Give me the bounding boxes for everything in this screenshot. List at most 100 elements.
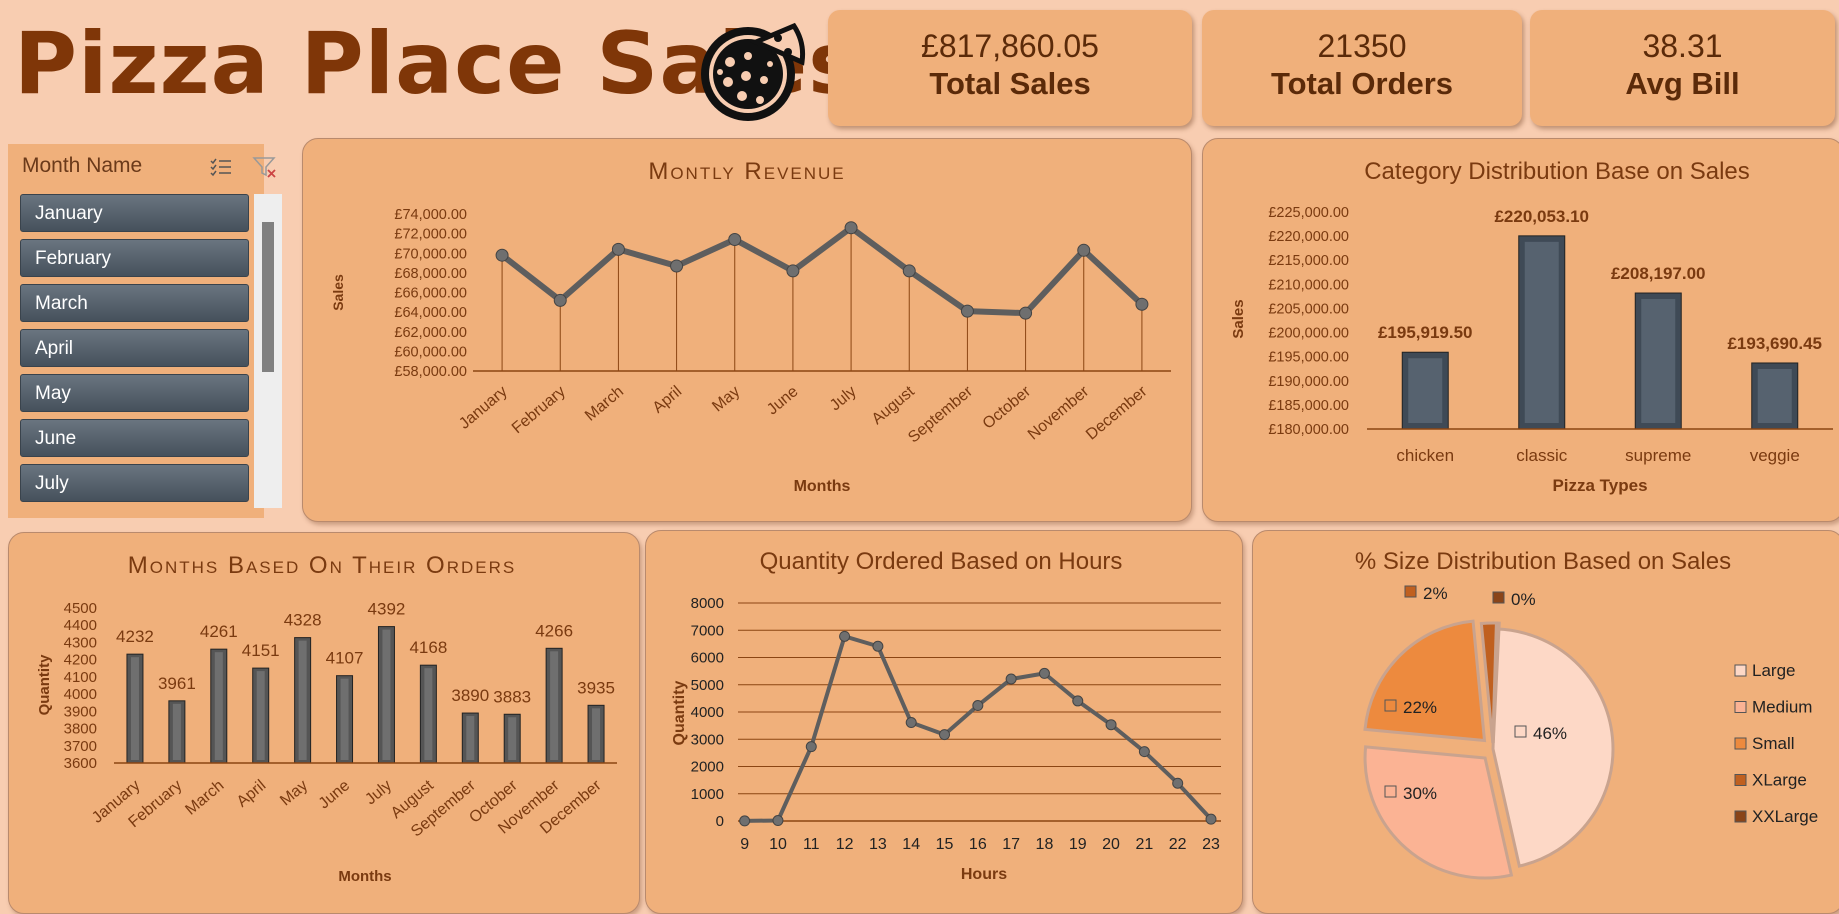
x-tick-label: 20	[1102, 836, 1120, 853]
bar-highlight	[382, 629, 391, 760]
x-tick-label: May	[709, 383, 743, 415]
bar-highlight	[340, 678, 349, 760]
data-label: 22%	[1403, 698, 1437, 717]
x-tick-label: 23	[1202, 836, 1220, 853]
data-label: 4151	[242, 641, 280, 660]
x-tick-label: June	[316, 777, 354, 812]
y-tick-label: 6000	[691, 650, 724, 667]
multi-select-icon[interactable]	[208, 154, 234, 180]
x-axis-label: Hours	[961, 866, 1007, 883]
clear-filter-icon[interactable]	[252, 154, 278, 180]
bar-highlight	[298, 640, 307, 760]
x-tick-label: 19	[1069, 836, 1087, 853]
y-tick-label: 2000	[691, 759, 724, 776]
y-tick-label: 3000	[691, 731, 724, 748]
data-point	[1138, 746, 1150, 758]
y-tick-label: 4300	[64, 634, 97, 651]
monthly-revenue-panel: Montly Revenue £58,000.00 £60,000.00 £62,00…	[302, 138, 1192, 522]
y-tick-label: 3800	[64, 721, 97, 738]
y-tick-label: £205,000.00	[1268, 301, 1349, 317]
bar-highlight	[214, 652, 223, 760]
data-label-key	[1404, 585, 1417, 598]
y-tick-label: £225,000.00	[1268, 205, 1349, 221]
data-point	[1172, 777, 1184, 789]
x-tick-label: 15	[936, 836, 954, 853]
x-tick-label: April	[650, 383, 685, 417]
y-tick-label: 4000	[691, 704, 724, 721]
pizza-icon	[701, 22, 805, 121]
data-point	[902, 264, 916, 278]
data-point	[1077, 243, 1091, 257]
data-point	[872, 640, 884, 652]
y-tick-label: £220,000.00	[1268, 229, 1349, 245]
legend-swatch	[1734, 774, 1747, 786]
slicer-item-april[interactable]: April	[20, 329, 249, 367]
x-tick-label: November	[1025, 383, 1093, 444]
kpi-total-orders: 21350 Total Orders	[1202, 10, 1522, 126]
kpi-label: Total Orders	[1270, 66, 1454, 101]
x-tick-label: March	[582, 383, 627, 425]
x-tick-label: March	[182, 777, 227, 819]
slicer-scrollbar[interactable]	[254, 194, 282, 508]
data-point	[495, 248, 509, 262]
slicer-item-january[interactable]: January	[20, 194, 249, 232]
series-line	[744, 634, 1213, 823]
bar-highlight	[1641, 299, 1676, 423]
x-tick-label: chicken	[1396, 446, 1454, 465]
y-tick-label: 4400	[64, 617, 97, 634]
hourly-quantity-panel: Quantity Ordered Based on Hours 0 1000 2000…	[645, 530, 1243, 914]
data-point	[844, 221, 858, 235]
y-tick-label: £190,000.00	[1268, 374, 1349, 390]
size-distribution-panel: % Size Distribution Based on Sales 46% 30%…	[1252, 530, 1839, 914]
data-point	[1072, 695, 1084, 707]
x-tick-label: 11	[803, 836, 820, 853]
legend-swatch	[1734, 737, 1747, 750]
monthly-revenue-chart: Montly Revenue £58,000.00 £60,000.00 £62,00…	[330, 158, 1171, 495]
month-slicer: Month Name January February March April …	[8, 144, 282, 518]
x-tick-label: August	[869, 383, 919, 428]
data-label: 4261	[200, 622, 238, 641]
data-point	[670, 259, 684, 273]
kpi-total-sales: £817,860.05 Total Sales	[828, 10, 1192, 126]
data-label-key	[1384, 785, 1397, 798]
y-axis-label: Quantity	[671, 680, 688, 745]
x-tick-label: February	[509, 383, 569, 437]
data-label: 3890	[451, 686, 489, 705]
data-point	[1019, 306, 1033, 320]
x-tick-label: 10	[769, 836, 787, 853]
y-tick-label: £60,000.00	[394, 344, 467, 360]
chart-title: Montly Revenue	[648, 158, 845, 185]
bar-highlight	[424, 668, 433, 760]
y-tick-label: 7000	[691, 622, 724, 639]
chart-title: Category Distribution Base on Sales	[1364, 158, 1750, 185]
x-tick-label: July	[362, 777, 395, 808]
scrollbar-thumb[interactable]	[262, 222, 274, 372]
legend-label: XXLarge	[1752, 807, 1818, 826]
x-tick-label: 21	[1135, 836, 1153, 853]
legend-label: Medium	[1752, 698, 1812, 717]
bar-highlight	[550, 651, 559, 760]
slicer-item-july[interactable]: July	[20, 464, 249, 502]
x-tick-label: January	[456, 383, 511, 433]
data-point	[1105, 719, 1117, 731]
y-tick-label: £64,000.00	[394, 305, 467, 321]
data-point	[805, 741, 817, 753]
legend-swatch	[1734, 701, 1747, 713]
pie-slice	[1363, 619, 1487, 743]
slicer-item-may[interactable]: May	[20, 374, 249, 412]
months-orders-chart: Months Based On Their Orders 360037003800…	[36, 552, 617, 885]
data-point	[939, 729, 951, 741]
slicer-item-june[interactable]: June	[20, 419, 249, 457]
x-tick-label: September	[905, 383, 976, 447]
x-axis-label: Months	[338, 868, 391, 885]
data-label: £220,053.10	[1494, 207, 1589, 226]
slicer-item-february[interactable]: February	[20, 239, 249, 277]
slicer-title: Month Name	[22, 154, 143, 177]
y-tick-label: £58,000.00	[394, 364, 467, 380]
legend-label: Large	[1752, 661, 1795, 680]
data-point	[728, 233, 742, 247]
bar-highlight	[172, 703, 181, 760]
data-label: 4168	[409, 638, 447, 657]
data-point	[960, 304, 974, 318]
slicer-item-march[interactable]: March	[20, 284, 249, 322]
